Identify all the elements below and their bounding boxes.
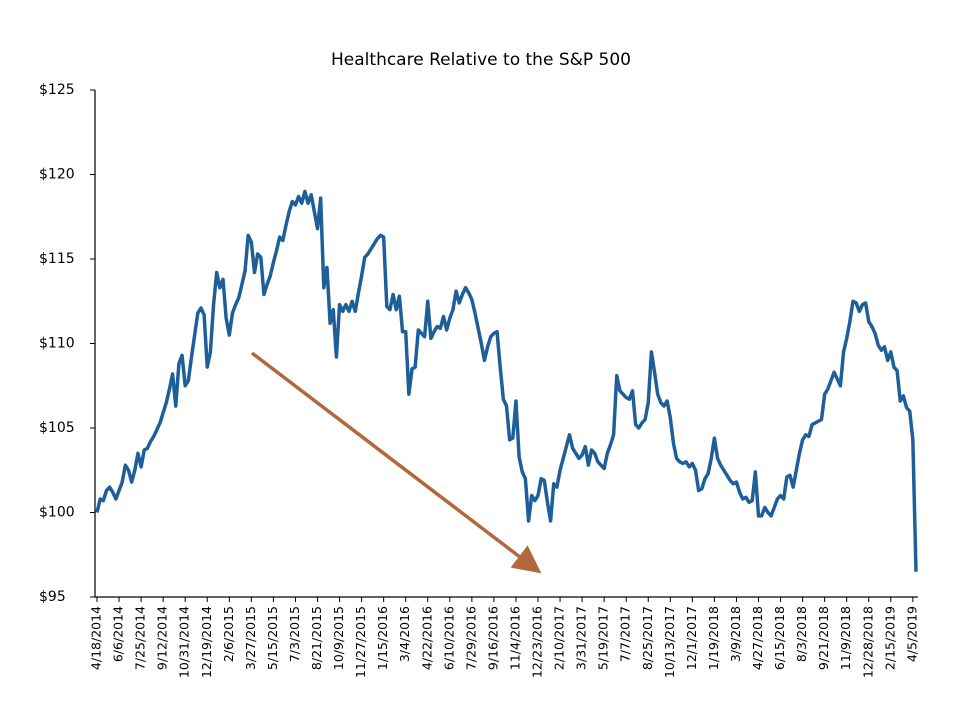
y-tick-label: $105	[39, 420, 75, 436]
x-tick-label: 6/6/2014	[111, 606, 126, 662]
x-tick-label: 12/28/2018	[860, 606, 875, 678]
x-tick-label: 3/27/2015	[243, 606, 258, 670]
x-tick-label: 11/4/2016	[507, 606, 522, 670]
x-tick-label: 8/21/2015	[309, 606, 324, 670]
x-tick-label: 10/9/2015	[331, 606, 346, 670]
x-tick-label: 9/16/2016	[485, 606, 500, 670]
x-tick-label: 6/15/2018	[772, 606, 787, 670]
x-tick-label: 4/18/2014	[89, 606, 104, 670]
x-tick-label: 5/15/2015	[265, 606, 280, 670]
x-tick-label: 12/1/2017	[684, 606, 699, 670]
x-tick-label: 2/6/2015	[221, 606, 236, 662]
y-tick-label: $115	[39, 251, 75, 267]
x-tick-label: 2/10/2017	[552, 606, 567, 670]
x-tick-label: 8/25/2017	[640, 606, 655, 670]
x-tick-label: 5/19/2017	[596, 606, 611, 670]
x-tick-label: 7/25/2014	[133, 606, 148, 670]
x-tick-label: 4/22/2016	[419, 606, 434, 670]
y-tick-label: $100	[39, 505, 75, 521]
x-tick-label: 11/9/2018	[838, 606, 853, 670]
x-tick-label: 7/7/2017	[618, 606, 633, 662]
y-tick-label: $110	[39, 336, 75, 352]
chart-title: Healthcare Relative to the S&P 500	[331, 50, 631, 70]
x-tick-label: 9/12/2014	[155, 606, 170, 670]
y-tick-label: $95	[39, 589, 66, 605]
x-tick-label: 9/21/2018	[816, 606, 831, 670]
x-tick-label: 3/9/2018	[728, 606, 743, 662]
x-tick-label: 10/31/2014	[177, 606, 192, 678]
y-tick-label: $125	[39, 82, 75, 98]
x-tick-label: 10/13/2017	[662, 606, 677, 678]
x-tick-label: 8/3/2018	[794, 606, 809, 662]
x-tick-label: 12/19/2014	[199, 606, 214, 678]
x-tick-label: 1/15/2016	[375, 606, 390, 670]
x-tick-label: 11/27/2015	[353, 606, 368, 678]
x-tick-label: 6/10/2016	[441, 606, 456, 670]
trend-arrow	[250, 351, 542, 574]
line-series	[95, 189, 918, 572]
x-tick-label: 4/27/2018	[750, 606, 765, 670]
x-tick-label: 12/23/2016	[530, 606, 545, 678]
x-tick-label: 4/5/2019	[904, 606, 919, 662]
x-tick-label: 3/31/2017	[574, 606, 589, 670]
x-tick-label: 2/15/2019	[882, 606, 897, 670]
x-tick-label: 1/19/2018	[706, 606, 721, 670]
x-tick-label: 7/29/2016	[463, 606, 478, 670]
y-tick-label: $120	[39, 167, 75, 183]
x-tick-label: 7/3/2015	[287, 606, 302, 662]
x-tick-label: 3/4/2016	[397, 606, 412, 662]
